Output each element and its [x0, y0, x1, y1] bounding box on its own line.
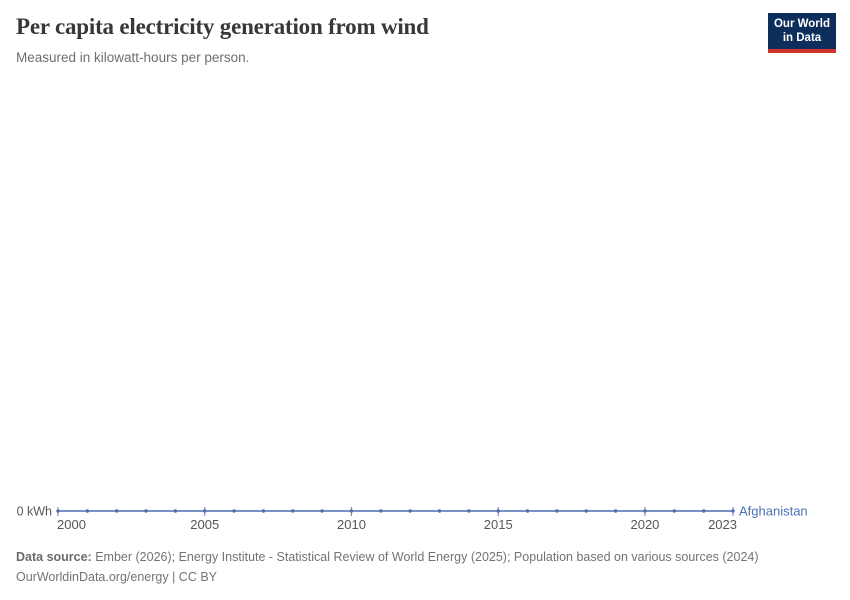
data-point-2009 [320, 509, 324, 513]
data-point-2021 [672, 509, 677, 513]
data-point-2002 [114, 509, 119, 513]
data-point-2019 [613, 509, 618, 513]
data-point-2016 [525, 509, 530, 513]
data-source-line: Data source: Ember (2026); Energy Instit… [16, 547, 834, 567]
data-point-2000 [56, 509, 60, 513]
data-point-2012 [408, 509, 412, 513]
data-point-2023 [731, 509, 735, 513]
series-label-afghanistan: Afghanistan [739, 504, 808, 519]
chart-footer: Data source: Ember (2026); Energy Instit… [16, 547, 834, 587]
x-axis-and-series: 2000 2005 2010 2015 2020 2023 0 kWh Afghanistan [17, 504, 808, 533]
page-title: Per capita electricity generation from w… [16, 14, 429, 39]
owid-logo: Our World in Data [768, 13, 836, 54]
data-point-2001 [85, 509, 90, 513]
data-point-2010 [349, 509, 354, 513]
data-point-2006 [232, 509, 236, 513]
data-source-label: Data source: [16, 550, 92, 564]
citation-line: OurWorldinData.org/energy | CC BY [16, 570, 218, 584]
x-axis-label-2010: 2010 [337, 517, 366, 532]
data-point-2022 [701, 509, 706, 513]
x-axis-label-2015: 2015 [484, 517, 513, 532]
x-axis-label-2000: 2000 [57, 517, 86, 532]
data-source-text: Ember (2026); Energy Institute - Statist… [95, 550, 759, 564]
owid-logo-line2: in Data [782, 31, 822, 44]
data-point-2018 [584, 509, 588, 513]
data-point-2007 [261, 509, 266, 513]
data-point-2020 [643, 509, 647, 513]
chart-subtitle: Measured in kilowatt-hours per person. [16, 50, 250, 65]
data-point-2015 [496, 509, 500, 513]
data-point-2017 [555, 509, 559, 513]
data-point-2003 [144, 509, 148, 513]
data-point-2005 [203, 509, 207, 513]
data-point-2013 [437, 509, 442, 513]
data-point-2014 [467, 509, 471, 513]
data-point-2011 [379, 509, 383, 513]
x-axis-label-2020: 2020 [630, 517, 659, 532]
data-point-2004 [173, 509, 178, 513]
x-axis-label-2005: 2005 [190, 517, 219, 532]
data-point-2008 [291, 509, 295, 513]
owid-logo-line1: Our World [773, 18, 830, 30]
x-axis-label-2023: 2023 [708, 517, 737, 532]
y-axis-zero-label: 0 kWh [17, 505, 52, 519]
